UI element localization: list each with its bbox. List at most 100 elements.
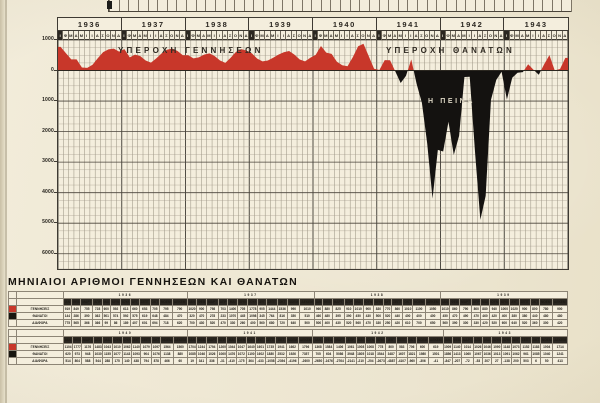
- table-cell: 1564: [160, 343, 174, 351]
- table-month-header: ΙΑΝ: [186, 298, 198, 306]
- table-cell: 480: [538, 312, 553, 320]
- table-month-header: ΑΠΡ: [345, 336, 357, 344]
- month-label: Φ: [255, 32, 259, 38]
- month-tick: Α: [286, 31, 292, 40]
- table-month-header: ΣΕΠΤ: [264, 336, 277, 344]
- month-label: Μ: [398, 32, 402, 38]
- month-label: Δ: [563, 32, 567, 38]
- month-label: Ν: [430, 32, 434, 38]
- table-cell: 420: [480, 319, 490, 327]
- month-label: Μ: [515, 32, 519, 38]
- table-cell: 260: [236, 319, 249, 327]
- table-cell: 1155: [102, 350, 113, 358]
- table-cell: 484: [159, 312, 173, 320]
- table-cell: 1100: [412, 305, 426, 313]
- month-label: Ι: [346, 32, 348, 38]
- month-label: Ι: [123, 32, 125, 38]
- table-cell: 189: [120, 319, 132, 327]
- table-month-header: ΙΟΥΝ: [488, 298, 501, 306]
- table-cell: 1926: [285, 350, 299, 358]
- sliver-tick: [542, 0, 544, 12]
- sliver-tick: [214, 0, 216, 12]
- table-cell: 1020: [186, 305, 198, 313]
- table-month-header: ΙΟΥΛ: [499, 298, 510, 306]
- table-cell: 1010: [439, 305, 451, 313]
- table-month-header: ΙΟΥΝ: [109, 298, 122, 306]
- table-month-header: ΜΑΙ: [226, 336, 237, 344]
- table-cell: -2600: [297, 357, 314, 365]
- table-month-header: ΙΟΥΛ: [374, 336, 387, 344]
- table-cell: 1010: [111, 343, 123, 351]
- table-row: ΘΑΝΑΤΟΙ 144 286 390 362 501 574 592 575 619 648 484…: [8, 312, 569, 320]
- table-cell: 1406: [333, 343, 346, 351]
- table-month-header: ΝΟΕΜ: [538, 298, 553, 306]
- table-cell: 1368: [312, 343, 324, 351]
- table-year-header-1940: 1940: [63, 329, 188, 337]
- table-cell: 520: [205, 319, 220, 327]
- table-cell: 900: [196, 305, 207, 313]
- sliver-tick: [407, 0, 409, 12]
- month-label: Ο: [233, 32, 238, 38]
- month-label: Α: [159, 32, 163, 38]
- month-tick: Ι: [276, 31, 282, 40]
- month-tick: Ι: [85, 31, 90, 40]
- month-tick: Μ: [132, 31, 138, 40]
- table-cell: 407: [130, 319, 140, 327]
- table-cell: 1735: [264, 343, 277, 351]
- year-label: 1942: [460, 20, 484, 29]
- month-tick: Μ: [79, 31, 85, 40]
- sliver-tick: [157, 0, 159, 12]
- chart-above-sliver: [107, 0, 572, 12]
- table-month-header: ΝΟΕΜ: [285, 336, 299, 344]
- y-axis-label: 1000: [42, 97, 54, 104]
- month-tick: Α: [478, 31, 483, 40]
- month-label: Α: [520, 32, 524, 38]
- table-month-header: ΟΚΤ: [402, 298, 414, 306]
- sliver-tick: [224, 0, 226, 12]
- sliver-tick: [340, 0, 341, 12]
- sliver-tick: [397, 0, 399, 12]
- table-month-header: ΟΚΤ: [530, 336, 542, 344]
- table-month-header: ΣΕΠΤ: [520, 336, 532, 344]
- table-month-header: ΜΑΡΤ: [461, 336, 474, 344]
- month-label: Α: [329, 32, 333, 38]
- month-label: Φ: [127, 32, 131, 38]
- month-label: Σ: [420, 32, 423, 38]
- table-cell: 86: [109, 319, 122, 327]
- table-cell: 286: [70, 312, 82, 320]
- year-header-1938: 1938: [186, 18, 250, 31]
- table-month-header: ΑΥΓ: [385, 336, 397, 344]
- month-label: Α: [74, 32, 78, 38]
- table-month-header: ΔΕΚΕΜ: [172, 336, 188, 344]
- month-tick: Ι: [409, 31, 414, 40]
- table-year-header-1942: 1942: [312, 329, 444, 337]
- table-cell: 360: [529, 319, 540, 327]
- table-cell: 613: [120, 305, 132, 313]
- table-cell: 1241: [552, 350, 568, 358]
- month-label: Α: [265, 32, 269, 38]
- table-cell: 1260: [217, 343, 228, 351]
- table-cell: 940: [488, 305, 501, 313]
- sliver-tick: [301, 0, 303, 12]
- table-cell: -2394: [275, 357, 287, 365]
- table-cell: 1413: [451, 350, 463, 358]
- table-month-header: ΙΑΝ: [314, 298, 323, 306]
- month-tick: Α: [74, 31, 80, 40]
- table-cell: 640: [286, 319, 301, 327]
- table-row: ΔΙΑΦΟΡΑ 775 565 366 366 99 86 189 407 601 694 718 62…: [8, 319, 569, 327]
- sliver-tick: [513, 0, 515, 12]
- month-tick: Φ: [63, 31, 69, 40]
- table-cell: 800: [529, 305, 540, 313]
- month-label: Μ: [387, 32, 392, 38]
- table-cell: 514: [62, 357, 74, 365]
- year-label: 1943: [524, 20, 548, 29]
- table-cell: -1058: [264, 357, 277, 365]
- table-year-header-1939: 1939: [439, 291, 569, 299]
- table-cell: 207: [481, 357, 493, 365]
- month-tick: Μ: [260, 31, 266, 40]
- table-cell: 904: [140, 350, 153, 358]
- month-tick: Δ: [244, 31, 250, 40]
- month-label: Μ: [334, 32, 339, 38]
- table-cell: 144: [63, 312, 72, 320]
- table-cell: 1008: [364, 343, 376, 351]
